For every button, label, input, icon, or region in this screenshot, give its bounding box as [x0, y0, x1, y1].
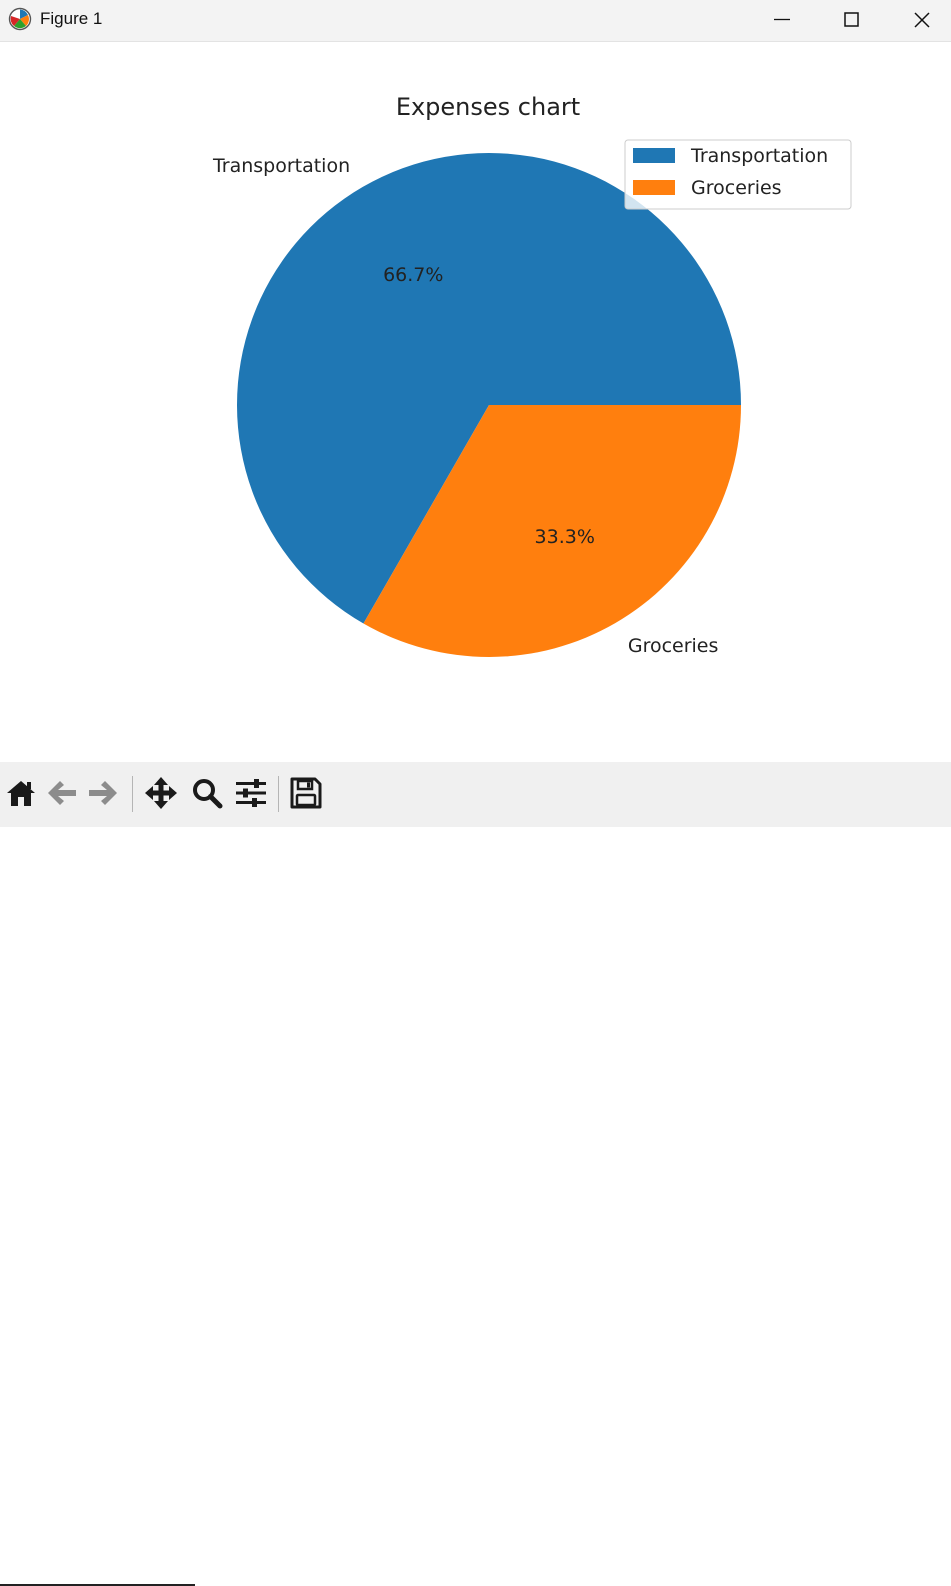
slice-percent-transportation: 66.7% [383, 264, 443, 286]
save-button[interactable] [289, 776, 323, 810]
minimize-button[interactable] [747, 0, 817, 40]
figure-canvas: Expenses chart Transportation 66.7% Grocer… [0, 42, 951, 762]
configure-subplots-button[interactable] [234, 776, 268, 810]
app-icon [8, 7, 32, 31]
configure-subplots-icon [236, 779, 266, 807]
legend-swatch-groceries [633, 180, 675, 195]
pan-button[interactable] [144, 776, 178, 810]
legend-label-groceries: Groceries [691, 177, 782, 199]
legend-frame [624, 139, 852, 210]
home-icon [7, 781, 35, 806]
window-title: Figure 1 [40, 9, 103, 28]
pan-icon [145, 777, 177, 809]
maximize-button[interactable] [817, 0, 887, 40]
pie-slice-groceries [363, 405, 741, 657]
minimize-icon [774, 18, 790, 21]
save-icon [290, 777, 322, 809]
title-bar: Figure 1 [0, 0, 951, 42]
maximize-icon [844, 12, 859, 27]
legend: Transportation Groceries [624, 139, 852, 210]
back-icon [48, 781, 76, 805]
home-button[interactable] [4, 776, 38, 810]
toolbar-separator [278, 776, 279, 812]
legend-swatch-transportation [633, 148, 675, 163]
chart-title: Expenses chart [396, 93, 580, 121]
close-icon [914, 12, 930, 28]
slice-percent-groceries: 33.3% [535, 526, 595, 548]
toolbar-separator [132, 776, 133, 812]
close-button[interactable] [887, 0, 951, 40]
forward-icon [89, 781, 117, 805]
zoom-icon [193, 779, 223, 809]
pie-labels: Transportation 66.7% Groceries 33.3% [212, 155, 718, 657]
pie-slices [237, 153, 741, 657]
navigation-toolbar [0, 762, 951, 1586]
back-button[interactable] [45, 776, 79, 810]
legend-label-transportation: Transportation [690, 145, 828, 167]
pie-chart: Expenses chart Transportation 66.7% Grocer… [212, 93, 852, 657]
pie-slice-transportation [237, 153, 741, 624]
slice-label-groceries: Groceries [628, 635, 719, 657]
zoom-button[interactable] [190, 776, 224, 810]
slice-label-transportation: Transportation [212, 155, 350, 177]
forward-button[interactable] [86, 776, 120, 810]
